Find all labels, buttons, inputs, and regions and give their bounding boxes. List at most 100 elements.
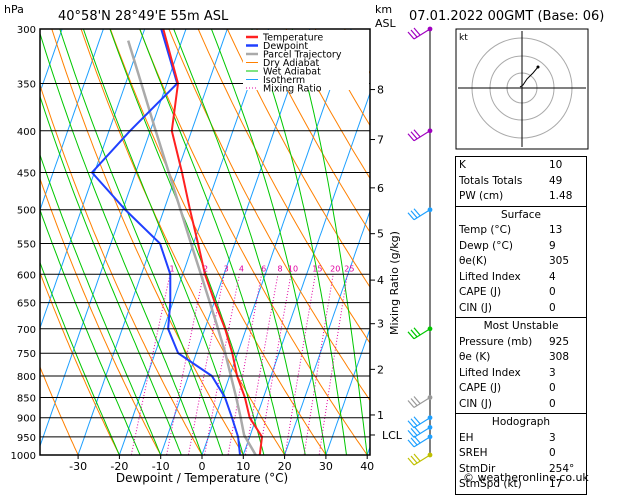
mixing-ratio-label: 6 xyxy=(261,264,266,273)
mixing-ratio-label: 25 xyxy=(344,264,354,273)
pressure-tick-label: 950 xyxy=(17,433,36,444)
pressure-tick-label: 800 xyxy=(17,372,36,383)
pressure-tick-label: 500 xyxy=(17,206,36,217)
wet-adiabat-line xyxy=(291,29,368,455)
index-row: Pressure (mb) 925 xyxy=(459,335,583,351)
index-value: 0 xyxy=(549,447,556,459)
index-value: 4 xyxy=(549,270,556,283)
index-label: θe(K) xyxy=(459,255,487,267)
index-value: 305 xyxy=(549,255,570,267)
index-value: 0 xyxy=(549,397,556,410)
legend-label: Isotherm xyxy=(263,75,305,86)
index-label: CAPE (J) xyxy=(459,382,502,394)
index-value: 0 xyxy=(549,286,556,298)
wet-adiabat-line xyxy=(251,29,348,455)
index-label: CIN (J) xyxy=(459,397,492,410)
x-tick-label: 30 xyxy=(319,460,333,473)
wet-adiabat-line xyxy=(210,29,327,455)
index-label: StmDir xyxy=(459,462,496,475)
index-label: Dewp (°C) xyxy=(459,239,513,252)
pressure-tick-label: 650 xyxy=(17,299,36,310)
wind-barb xyxy=(407,425,433,438)
index-label: PW (cm) xyxy=(459,190,504,202)
y2-axis-label: Mixing Ratio (g/kg) xyxy=(388,231,401,335)
wet-adiabat-line xyxy=(40,208,141,455)
km-tick-label: 8 xyxy=(377,84,384,97)
dry-adiabat-line xyxy=(139,29,368,455)
pressure-tick-label: 700 xyxy=(17,325,36,336)
wind-barb xyxy=(407,434,433,448)
mixing-ratio-label: 20 xyxy=(330,264,340,273)
pressure-tick-label: 850 xyxy=(17,393,36,404)
index-row: EH 3 xyxy=(459,431,583,447)
mixing-ratio-line xyxy=(187,274,225,455)
mixing-ratio-line xyxy=(166,274,204,455)
index-value: 3 xyxy=(549,431,556,444)
mixing-ratio-label: 2 xyxy=(203,264,208,273)
x-tick-label: -30 xyxy=(69,460,87,473)
index-label: K xyxy=(459,159,466,171)
index-label: CAPE (J) xyxy=(459,286,502,298)
wet-adiabat-line xyxy=(173,29,306,455)
isotherm-line xyxy=(77,29,228,455)
surface-title: Surface xyxy=(500,208,541,221)
isotherm-line xyxy=(40,29,104,212)
dry-adiabat-line xyxy=(80,29,286,455)
km-tick-label: 2 xyxy=(377,363,384,376)
dry-adiabat-line xyxy=(40,177,162,455)
index-value: 49 xyxy=(549,174,563,187)
x-tick-label: -10 xyxy=(152,460,170,473)
pressure-tick-label: 550 xyxy=(17,239,36,250)
index-row: PW (cm) 1.48 xyxy=(459,189,583,205)
legend-label: Temperature xyxy=(262,33,323,44)
indices-panel: K 10 Totals Totals 49 PW (cm) 1.48 Surface Tem… xyxy=(455,156,587,495)
wind-barb xyxy=(407,395,433,409)
index-value: 308 xyxy=(549,351,570,363)
x-tick-label: 0 xyxy=(199,460,206,473)
hodograph-label: kt xyxy=(459,33,468,43)
isotherm-line xyxy=(242,91,370,455)
dry-adiabat-line xyxy=(51,29,244,455)
wind-barb xyxy=(407,26,433,40)
index-row: Temp (°C) 13 xyxy=(459,223,583,239)
index-row: Lifted Index 3 xyxy=(459,366,583,382)
legend-label: Dewpoint xyxy=(263,41,308,52)
index-value: 1.48 xyxy=(549,190,573,202)
isotherm-line xyxy=(40,29,187,448)
km-tick-label: 7 xyxy=(377,134,384,147)
index-label: SREH xyxy=(459,447,488,459)
mixing-ratio-line xyxy=(318,274,348,455)
wet-adiabat-line xyxy=(40,31,203,455)
mixing-ratio-label: 8 xyxy=(277,264,282,273)
km-tick-label: 3 xyxy=(377,318,384,331)
x-tick-label: 40 xyxy=(360,460,374,473)
index-value: 3 xyxy=(549,366,556,379)
pressure-tick-label: 600 xyxy=(17,270,36,281)
km-tick-label: 6 xyxy=(377,182,384,195)
pressure-tick-label: 300 xyxy=(17,25,36,36)
plot-frame xyxy=(39,28,371,456)
index-value: 10 xyxy=(549,159,563,171)
index-value: 254° xyxy=(549,462,575,475)
index-label: Totals Totals xyxy=(459,174,523,187)
legend-label: Dry Adiabat xyxy=(263,58,320,69)
km-tick-label: 5 xyxy=(377,228,384,241)
credit: © weatheronline.co.uk xyxy=(463,471,589,484)
index-value: 0 xyxy=(549,382,556,394)
dry-adiabat-line xyxy=(285,29,370,180)
index-value: 925 xyxy=(549,335,570,348)
index-label: Lifted Index xyxy=(459,366,521,379)
mixing-ratio-line xyxy=(284,274,316,455)
wind-barb xyxy=(407,326,433,340)
x-axis-label: Dewpoint / Temperature (°C) xyxy=(116,471,288,485)
mixing-ratio-label: 3 xyxy=(224,264,229,273)
km-tick-label: 4 xyxy=(377,274,384,287)
dry-adiabat-line xyxy=(599,17,629,472)
dry-adiabat-line xyxy=(40,271,120,455)
hodograph: kt xyxy=(455,28,589,150)
x-tick-label: -20 xyxy=(110,460,128,473)
index-row: Totals Totals 49 xyxy=(459,174,583,190)
index-row: SREH 0 xyxy=(459,446,583,462)
hodograph-title: Hodograph xyxy=(491,416,551,428)
